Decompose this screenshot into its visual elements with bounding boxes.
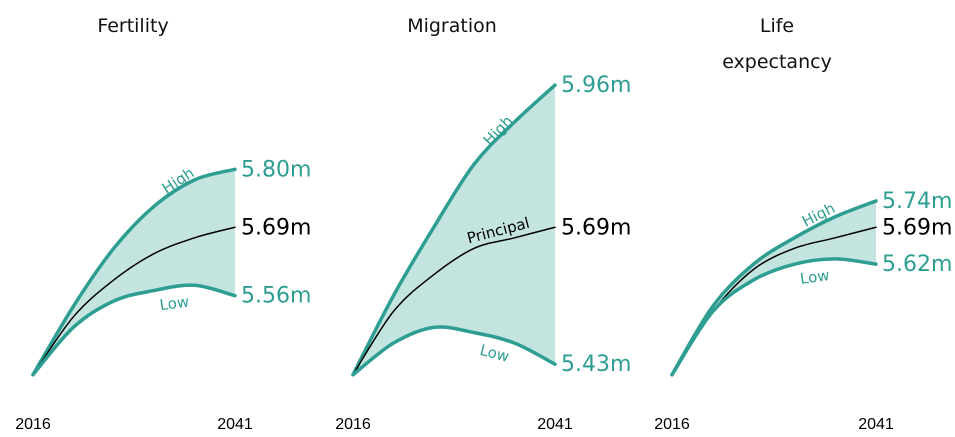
fan-band xyxy=(33,169,235,375)
series-label: Low xyxy=(478,341,511,366)
end-label: 5.62m xyxy=(882,252,952,277)
series-label: Low xyxy=(159,293,191,315)
end-label: 5.43m xyxy=(561,352,631,377)
line xyxy=(31,167,237,377)
series-label: Low xyxy=(799,266,831,288)
end-label: 5.74m xyxy=(882,189,952,214)
panel-title: Migration xyxy=(407,15,497,37)
panel-title: Fertility xyxy=(97,15,169,37)
end-label: 5.56m xyxy=(241,284,311,309)
line xyxy=(670,199,878,377)
end-label: 5.96m xyxy=(561,73,631,98)
line xyxy=(351,325,557,377)
x-tick-label: 2016 xyxy=(15,416,51,433)
end-label: 5.69m xyxy=(241,215,311,240)
fan-band xyxy=(353,85,555,375)
x-tick-label: 2016 xyxy=(654,416,690,433)
line xyxy=(352,226,556,376)
x-tick-label: 2041 xyxy=(217,416,253,433)
line xyxy=(670,257,878,377)
end-label: 5.69m xyxy=(882,215,952,240)
line xyxy=(31,283,237,377)
end-label: 5.69m xyxy=(561,215,631,240)
x-tick-label: 2041 xyxy=(858,416,894,433)
line xyxy=(351,83,557,377)
end-label: 5.80m xyxy=(241,157,311,182)
x-tick-label: 2016 xyxy=(335,416,371,433)
x-tick-label: 2041 xyxy=(537,416,573,433)
line xyxy=(32,226,236,376)
fan-band xyxy=(672,200,876,375)
panel-title: Life expectancy xyxy=(722,15,832,73)
